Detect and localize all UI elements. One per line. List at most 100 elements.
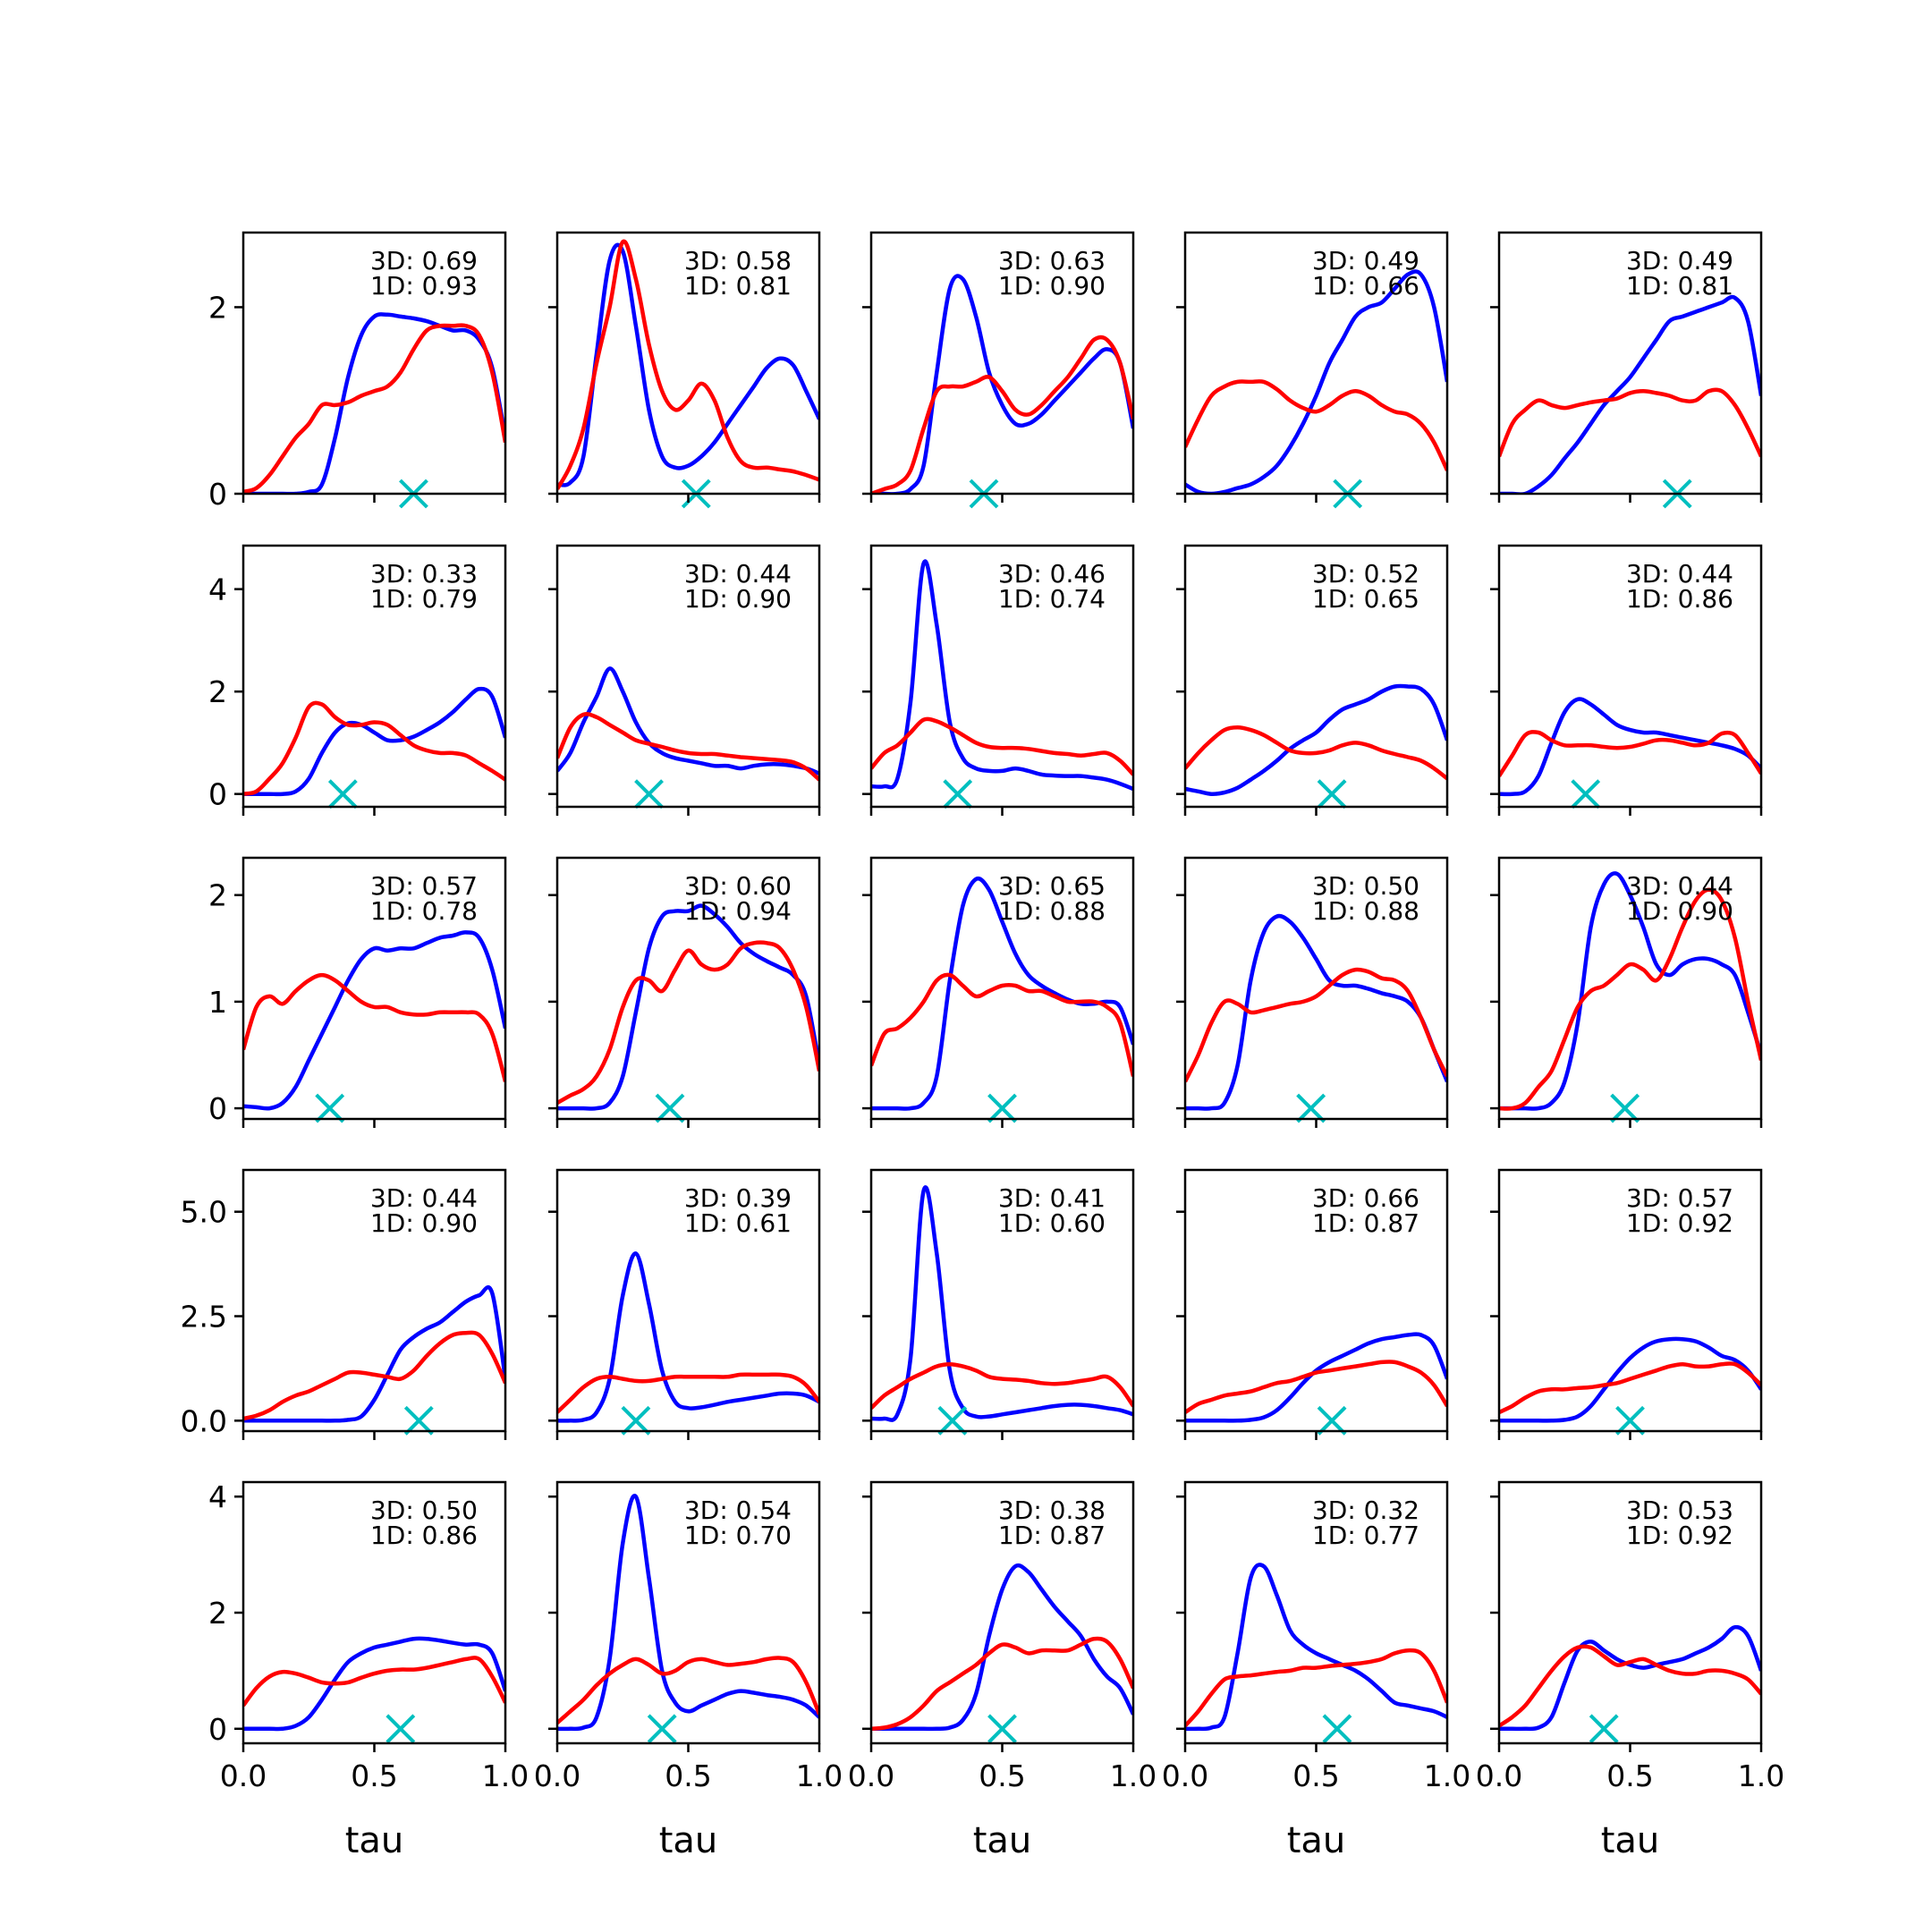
tau-marker <box>621 1405 651 1436</box>
curve-1d <box>243 323 505 494</box>
tau-marker <box>1589 1714 1619 1744</box>
y-tick-label: 4 <box>208 572 227 607</box>
curve-1d <box>1185 1360 1447 1414</box>
annotation-3d: 3D: 0.33 <box>370 559 478 589</box>
annotation-3d: 3D: 0.32 <box>1312 1496 1419 1525</box>
curve-1d <box>871 1361 1133 1410</box>
tau-marker-stroke-b <box>403 1405 434 1436</box>
tau-marker <box>647 1714 677 1744</box>
x-tick-label: 0.5 <box>979 1758 1025 1793</box>
x-axis-title: tau <box>1601 1820 1660 1861</box>
curve-1d <box>243 1656 505 1707</box>
curve-3d <box>1499 871 1761 1111</box>
annotation-3d: 3D: 0.66 <box>1312 1183 1419 1213</box>
x-tick-label: 1.0 <box>1738 1758 1784 1793</box>
tau-marker-stroke-b <box>1317 1405 1347 1436</box>
annotation-3d: 3D: 0.57 <box>1626 1183 1733 1213</box>
tau-marker <box>987 1714 1017 1744</box>
y-tick-label: 0 <box>208 777 227 812</box>
y-tick-label: 0.0 <box>181 1403 227 1438</box>
annotation-3d: 3D: 0.60 <box>684 871 792 901</box>
curve-1d <box>557 940 819 1106</box>
annotation-3d: 3D: 0.53 <box>1626 1496 1733 1525</box>
x-tick-label: 0.5 <box>1292 1758 1339 1793</box>
curve-1d <box>1499 1644 1761 1728</box>
y-tick-label: 1 <box>208 985 227 1020</box>
annotation-1d: 1D: 0.90 <box>1626 896 1733 926</box>
x-axis-title: tau <box>1287 1820 1346 1861</box>
curve-3d <box>871 876 1133 1111</box>
tau-marker-stroke-b <box>1322 1714 1352 1744</box>
tau-marker-stroke-b <box>1317 779 1347 809</box>
tau-marker <box>1610 1093 1640 1123</box>
curve-1d <box>871 716 1133 776</box>
x-tick-label: 0.0 <box>220 1758 267 1793</box>
x-tick-label: 1.0 <box>1424 1758 1470 1793</box>
curve-1d <box>1185 1648 1447 1728</box>
annotation-1d: 1D: 0.90 <box>684 584 792 614</box>
curve-3d <box>243 686 505 797</box>
annotation-3d: 3D: 0.38 <box>998 1496 1106 1525</box>
annotation-3d: 3D: 0.52 <box>1312 559 1419 589</box>
curve-1d <box>1499 887 1761 1111</box>
annotation-3d: 3D: 0.58 <box>684 246 792 275</box>
curve-1d <box>1499 730 1761 777</box>
annotation-1d: 1D: 0.88 <box>1312 896 1419 926</box>
curve-3d <box>557 1251 819 1423</box>
annotation-1d: 1D: 0.90 <box>370 1208 478 1238</box>
curve-3d <box>557 666 819 775</box>
annotation-3d: 3D: 0.49 <box>1626 246 1733 275</box>
curve-3d <box>1185 1563 1447 1732</box>
annotation-3d: 3D: 0.63 <box>998 246 1106 275</box>
tau-marker <box>634 779 664 809</box>
x-tick-label: 0.0 <box>534 1758 580 1793</box>
annotation-1d: 1D: 0.90 <box>998 271 1106 301</box>
curve-3d <box>1185 683 1447 796</box>
tau-marker-stroke-b <box>1615 1405 1645 1436</box>
annotation-3d: 3D: 0.54 <box>684 1496 792 1525</box>
y-tick-label: 4 <box>208 1479 227 1514</box>
tau-marker-stroke-b <box>1571 779 1601 809</box>
annotation-3d: 3D: 0.65 <box>998 871 1106 901</box>
annotation-1d: 1D: 0.61 <box>684 1208 792 1238</box>
annotation-3d: 3D: 0.50 <box>1312 871 1419 901</box>
curve-3d <box>557 242 819 487</box>
tau-marker-stroke-b <box>634 779 664 809</box>
tau-marker <box>1615 1405 1645 1436</box>
tau-marker <box>937 1405 968 1436</box>
curve-1d <box>871 335 1133 494</box>
curve-1d <box>557 1372 819 1414</box>
curve-3d <box>1499 697 1761 797</box>
curve-3d <box>871 559 1133 792</box>
curve-1d <box>243 972 505 1082</box>
tau-marker <box>315 1093 345 1123</box>
annotation-3d: 3D: 0.41 <box>998 1183 1106 1213</box>
annotation-3d: 3D: 0.44 <box>1626 559 1733 589</box>
tau-marker-stroke-b <box>1610 1093 1640 1123</box>
x-tick-label: 0.0 <box>1162 1758 1208 1793</box>
annotation-1d: 1D: 0.66 <box>1312 271 1419 301</box>
annotation-3d: 3D: 0.44 <box>1626 871 1733 901</box>
y-tick-label: 0 <box>208 1712 227 1747</box>
curve-1d <box>243 1330 505 1421</box>
annotation-1d: 1D: 0.86 <box>370 1521 478 1550</box>
tau-marker <box>1296 1093 1326 1123</box>
annotation-1d: 1D: 0.88 <box>998 896 1106 926</box>
